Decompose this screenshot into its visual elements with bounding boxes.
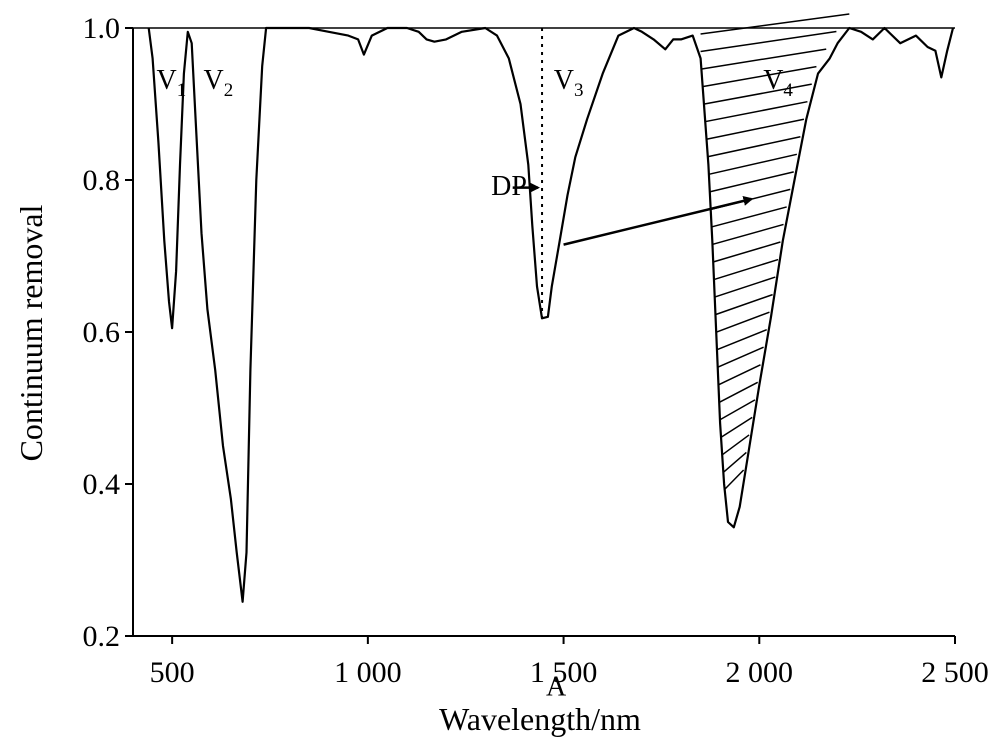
hatch-line [721, 434, 750, 456]
a-label: A [546, 672, 567, 703]
y-tick-label: 0.4 [83, 468, 121, 501]
hatch-line [711, 206, 787, 228]
x-tick-label: 500 [150, 656, 195, 689]
v2-label: V2 [203, 65, 233, 101]
hatch-line [715, 311, 770, 333]
hatch-line [712, 241, 781, 263]
series-line-continuum [147, 26, 955, 603]
hatch-line [722, 451, 747, 474]
tick-labels: 500 1 000 1 500 2 000 2 500 0.2 0.4 0.6 0.8 1.0 [83, 12, 989, 689]
hatch-line [713, 258, 779, 281]
hatch-line [700, 48, 827, 70]
x-tick-label: 1 000 [334, 656, 402, 689]
x-axis-title: Wavelength/nm [439, 701, 641, 737]
series-layer [147, 26, 955, 603]
hatch-line [720, 416, 753, 439]
hatched-area-A [700, 13, 850, 491]
hatch-line [700, 13, 850, 35]
y-tick-label: 1.0 [83, 12, 121, 45]
x-tick-label: 2 000 [726, 656, 794, 689]
y-axis-title: Continuum removal [13, 204, 49, 461]
axes [125, 27, 956, 644]
v4-label: V4 [763, 65, 793, 101]
hatch-line [700, 30, 837, 53]
hatch-line [712, 223, 784, 246]
y-tick-label: 0.2 [83, 620, 121, 653]
a-arrow [563, 196, 754, 246]
hatch-line [708, 153, 798, 176]
hatch-line [723, 469, 745, 491]
hatch-line [702, 65, 817, 88]
x-tick-label: 2 500 [921, 656, 989, 689]
hatch-line [714, 276, 776, 298]
hatch-line [719, 381, 759, 403]
hatch-line [715, 293, 773, 316]
hatch-line [719, 399, 756, 421]
y-tick-label: 0.6 [83, 316, 121, 349]
hatch-line [709, 171, 794, 193]
x-tick-label: 1 500 [530, 656, 598, 689]
hatch-line [703, 83, 812, 105]
hatch-line [718, 364, 761, 386]
v3-label: V3 [554, 65, 584, 101]
hatch-line [707, 136, 801, 158]
hatch-line [706, 118, 805, 140]
hatch-line [716, 328, 768, 351]
hatch-line [704, 100, 808, 123]
v1-label: V1 [156, 65, 186, 101]
hatch-line [717, 346, 764, 368]
y-tick-label: 0.8 [83, 164, 121, 197]
